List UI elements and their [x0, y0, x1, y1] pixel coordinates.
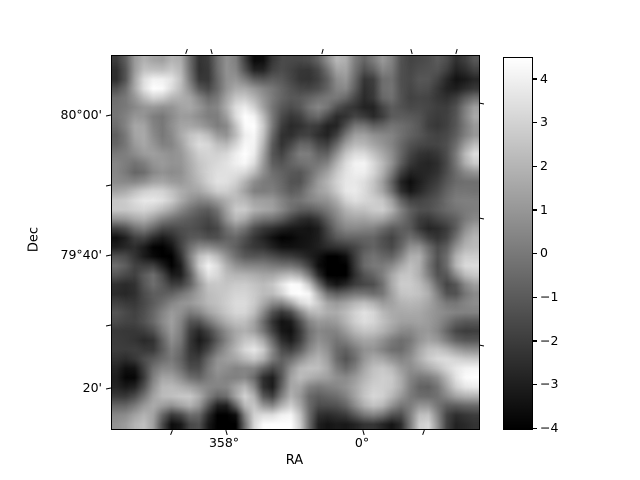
sky-image-heatmap [112, 56, 479, 429]
colorbar-tick-mark [533, 427, 537, 429]
colorbar-ticklabel: 1 [540, 201, 548, 217]
colorbar-ticklabel: 0 [540, 245, 548, 261]
colorbar-ticklabel: 2 [540, 158, 548, 174]
ra-tick-mark-top [185, 48, 189, 55]
colorbar-gradient [504, 58, 532, 429]
ra-tick-mark-top [210, 48, 213, 55]
colorbar-tick-mark [533, 296, 537, 298]
colorbar[interactable] [503, 57, 533, 430]
ra-ticklabel-358: 358° [208, 435, 240, 450]
y-axis-label: Dec [26, 226, 42, 253]
ra-tick-mark-top [321, 48, 324, 55]
ra-ticklabel-0: 0° [354, 435, 370, 450]
ra-tick-mark-bottom [422, 429, 426, 436]
colorbar-ticklabel: −2 [540, 332, 559, 348]
colorbar-ticklabel: 4 [540, 70, 548, 86]
colorbar-ticklabel: 3 [540, 114, 548, 130]
colorbar-ticklabel: −3 [540, 376, 559, 392]
colorbar-tick-mark [533, 383, 537, 386]
ra-tick-mark-bottom [170, 429, 174, 436]
colorbar-tick-mark [533, 340, 537, 342]
colorbar-tick-mark [533, 209, 537, 211]
x-axis-label: RA [285, 453, 304, 468]
colorbar-ticklabel: −4 [540, 420, 559, 435]
colorbar-ticklabel: −1 [540, 289, 559, 305]
dec-ticklabel-20m: 20' [82, 380, 102, 395]
ra-tick-mark-top [455, 48, 458, 55]
colorbar-tick-mark [533, 78, 537, 80]
dec-ticklabel-80d00m: 80°00' [60, 107, 103, 122]
sky-image-axes[interactable] [111, 55, 480, 430]
colorbar-tick-mark [533, 165, 537, 167]
colorbar-tick-mark [533, 121, 537, 124]
dec-ticklabel-79d40m: 79°40' [60, 247, 103, 262]
ra-tick-mark-top [410, 48, 413, 55]
colorbar-tick-mark [533, 252, 537, 255]
